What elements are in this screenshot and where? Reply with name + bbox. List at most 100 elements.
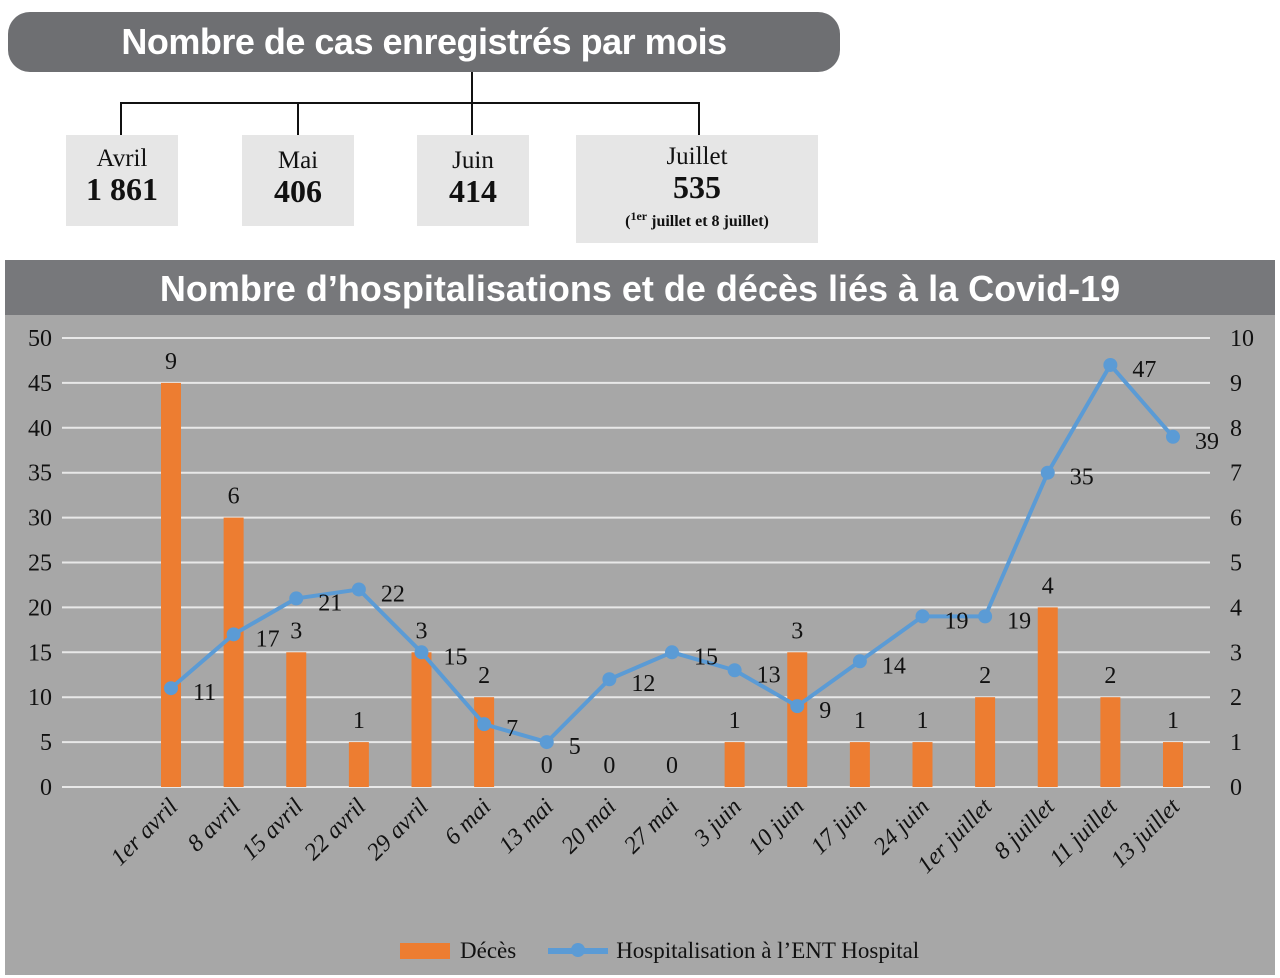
bar-data-label: 1 bbox=[917, 708, 929, 734]
bar-data-label: 1 bbox=[353, 708, 365, 734]
legend-swatch-hospitalisation bbox=[548, 943, 609, 957]
bar-data-label: 1 bbox=[729, 708, 741, 734]
line-point bbox=[978, 609, 993, 624]
y-right-tick-label: 2 bbox=[1230, 685, 1242, 711]
connector-avril bbox=[120, 102, 122, 135]
y-left-tick-label: 25 bbox=[28, 551, 52, 577]
y-right-tick-label: 8 bbox=[1230, 416, 1242, 442]
month-note-sup: 1er bbox=[630, 209, 648, 223]
line-data-label: 47 bbox=[1132, 357, 1156, 383]
line-data-label: 5 bbox=[569, 734, 581, 760]
month-box-juillet: Juillet 535 (1er juillet et 8 juillet) bbox=[576, 135, 818, 243]
line-point bbox=[852, 654, 867, 669]
line-data-label: 11 bbox=[193, 680, 216, 706]
line-data-label: 39 bbox=[1195, 429, 1219, 455]
connector-juillet bbox=[698, 102, 700, 135]
bar-deces bbox=[975, 697, 996, 787]
bar-data-label: 0 bbox=[603, 753, 615, 779]
month-value: 406 bbox=[274, 173, 322, 209]
connector-bar bbox=[120, 102, 700, 104]
y-left-tick-label: 15 bbox=[28, 640, 52, 666]
line-data-label: 14 bbox=[882, 653, 906, 679]
line-data-label: 22 bbox=[381, 581, 405, 607]
line-point bbox=[477, 717, 492, 732]
month-label: Juin bbox=[452, 147, 494, 174]
line-point bbox=[790, 699, 805, 714]
x-tick-label: 6 mai bbox=[440, 794, 497, 851]
line-data-label: 7 bbox=[506, 716, 518, 742]
bar-deces bbox=[286, 652, 307, 787]
bar-data-label: 9 bbox=[165, 349, 177, 375]
month-value: 414 bbox=[449, 173, 497, 209]
legend-label-hospitalisation: Hospitalisation à l’ENT Hospital bbox=[616, 938, 920, 963]
bar-deces bbox=[223, 517, 244, 787]
y-right-tick-label: 6 bbox=[1230, 506, 1242, 532]
line-point bbox=[539, 735, 554, 750]
legend-label-deces: Décès bbox=[460, 938, 517, 963]
bar-data-label: 0 bbox=[666, 753, 678, 779]
month-box-mai: Mai 406 bbox=[242, 135, 354, 226]
line-data-label: 21 bbox=[318, 590, 342, 616]
y-right-tick-label: 9 bbox=[1230, 371, 1242, 397]
y-right-tick-label: 5 bbox=[1230, 551, 1242, 577]
bar-deces bbox=[1163, 742, 1183, 787]
cases-title-banner: Nombre de cas enregistrés par mois bbox=[8, 12, 840, 72]
x-tick-label: 29 avril bbox=[362, 794, 434, 866]
bar-data-label: 3 bbox=[791, 618, 803, 644]
connector-mai bbox=[297, 102, 299, 135]
bar-deces bbox=[411, 652, 432, 787]
bar-data-label: 6 bbox=[228, 484, 240, 510]
bar-deces bbox=[474, 697, 495, 787]
y-left-tick-label: 5 bbox=[40, 730, 52, 756]
x-tick-label: 15 avril bbox=[237, 794, 309, 866]
x-tick-label: 17 juin bbox=[806, 794, 872, 860]
bar-data-label: 3 bbox=[416, 618, 428, 644]
y-left-tick-label: 20 bbox=[28, 595, 52, 621]
month-value: 1 861 bbox=[86, 171, 158, 207]
bar-deces bbox=[724, 742, 745, 787]
bar-deces bbox=[1037, 607, 1058, 787]
legend-swatch-deces bbox=[400, 943, 450, 959]
line-data-label: 15 bbox=[694, 644, 718, 670]
bar-deces bbox=[1100, 697, 1121, 787]
line-point bbox=[727, 663, 742, 678]
y-left-tick-label: 10 bbox=[28, 685, 52, 711]
line-data-label: 17 bbox=[256, 626, 280, 652]
month-box-juin: Juin 414 bbox=[417, 135, 529, 226]
line-data-label: 15 bbox=[444, 644, 468, 670]
line-point bbox=[602, 672, 617, 687]
y-left-tick-label: 45 bbox=[28, 371, 52, 397]
month-label: Mai bbox=[277, 147, 319, 174]
y-left-tick-label: 0 bbox=[40, 775, 52, 801]
line-point bbox=[915, 609, 930, 624]
line-point bbox=[414, 645, 429, 660]
bar-data-label: 4 bbox=[1042, 573, 1054, 599]
line-hospitalisation bbox=[169, 362, 1175, 745]
bar-data-label: 2 bbox=[1104, 663, 1116, 689]
x-tick-label: 13 juillet bbox=[1106, 793, 1186, 873]
month-label: Juillet bbox=[666, 143, 728, 170]
y-left-tick-label: 35 bbox=[28, 461, 52, 487]
bar-data-label: 1 bbox=[854, 708, 866, 734]
x-tick-label: 10 juin bbox=[743, 794, 809, 860]
line-data-label: 35 bbox=[1070, 465, 1094, 491]
bar-deces bbox=[787, 652, 808, 787]
line-point bbox=[226, 627, 241, 642]
line-point bbox=[164, 681, 178, 696]
x-tick-label: 22 avril bbox=[299, 794, 371, 866]
y-right-tick-label: 10 bbox=[1230, 326, 1254, 352]
month-label: Avril bbox=[96, 145, 148, 172]
line-data-label: 12 bbox=[631, 671, 655, 697]
bar-data-label: 0 bbox=[541, 753, 553, 779]
line-point bbox=[351, 582, 366, 597]
bar-deces bbox=[912, 742, 933, 787]
line-point bbox=[1040, 465, 1055, 480]
line-data-label: 19 bbox=[1007, 608, 1031, 634]
bar-data-label: 1 bbox=[1167, 708, 1179, 734]
y-right-tick-label: 3 bbox=[1230, 640, 1242, 666]
month-note: (1er juillet et 8 juillet) bbox=[625, 209, 769, 230]
bar-deces bbox=[161, 382, 181, 787]
bar-data-label: 3 bbox=[290, 618, 302, 644]
chart-legend: Décès Hospitalisation à l’ENT Hospital bbox=[400, 936, 919, 966]
